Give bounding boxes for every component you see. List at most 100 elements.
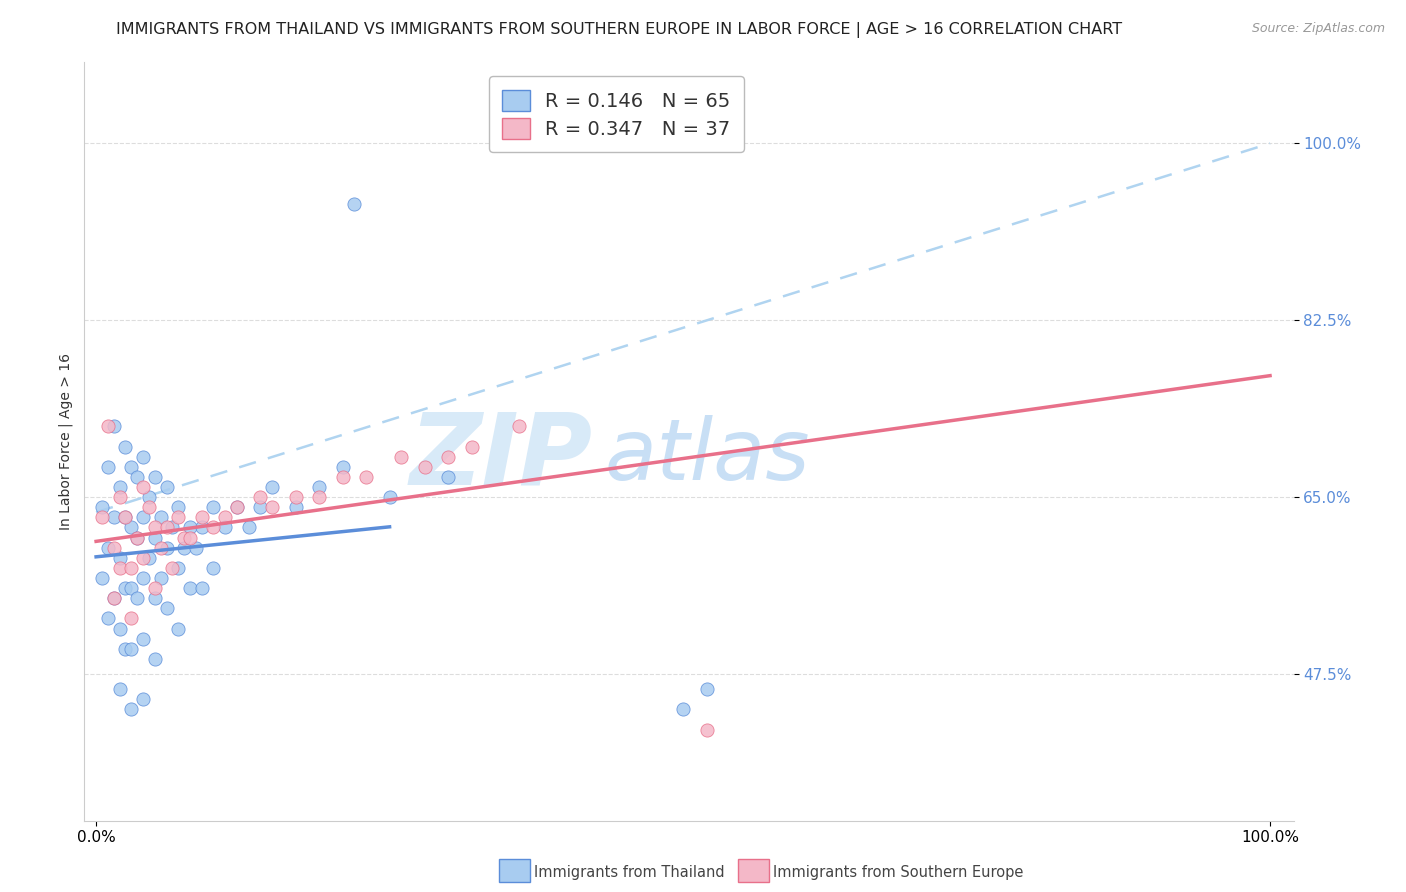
Point [696,682,718,697]
Point [202,500,225,515]
Point [132,632,155,646]
Point [143,531,166,545]
Point [132,480,155,494]
Point [167,561,190,575]
Point [155,541,177,555]
Text: IMMIGRANTS FROM THAILAND VS IMMIGRANTS FROM SOUTHERN EUROPE IN LABOR FORCE | AGE: IMMIGRANTS FROM THAILAND VS IMMIGRANTS F… [115,22,1122,38]
Point [138,500,160,515]
Point [97,459,120,474]
Point [103,510,125,524]
Point [308,490,330,504]
Point [108,622,131,636]
Point [114,510,136,524]
Text: Immigrants from Thailand: Immigrants from Thailand [534,865,725,880]
FancyBboxPatch shape [738,860,769,881]
Text: Immigrants from Southern Europe: Immigrants from Southern Europe [773,865,1024,880]
Point [179,520,201,534]
Point [132,571,155,585]
Point [249,490,271,504]
Point [332,470,354,484]
Point [284,490,307,504]
Point [214,520,236,534]
Point [155,480,177,494]
Point [190,510,212,524]
Point [226,500,249,515]
Y-axis label: In Labor Force | Age > 16: In Labor Force | Age > 16 [59,353,73,530]
Point [308,480,330,494]
Point [120,561,142,575]
Point [91,571,114,585]
Point [162,561,184,575]
Point [226,500,249,515]
Point [179,581,201,595]
Point [108,561,131,575]
Point [120,702,142,716]
Point [103,591,125,606]
Point [91,500,114,515]
Point [202,520,225,534]
Point [114,581,136,595]
Point [696,723,718,737]
Point [143,591,166,606]
Point [508,419,530,434]
Point [103,541,125,555]
Point [97,541,120,555]
Point [114,641,136,656]
Point [332,459,354,474]
Point [413,459,436,474]
Point [672,702,695,716]
FancyBboxPatch shape [499,860,530,881]
Point [108,682,131,697]
Point [97,419,120,434]
Legend: R = 0.146   N = 65, R = 0.347   N = 37: R = 0.146 N = 65, R = 0.347 N = 37 [489,76,744,153]
Point [108,550,131,565]
Point [149,541,172,555]
Point [378,490,401,504]
Point [202,561,225,575]
Point [461,440,484,454]
Point [389,450,412,464]
Text: Source: ZipAtlas.com: Source: ZipAtlas.com [1251,22,1385,36]
Text: ZIP: ZIP [409,409,592,505]
Point [249,500,271,515]
Point [214,510,236,524]
Point [437,450,460,464]
Point [262,480,284,494]
Point [173,531,195,545]
Point [437,470,460,484]
Point [127,591,149,606]
Point [354,470,377,484]
Point [108,490,131,504]
Point [91,510,114,524]
Point [114,510,136,524]
Point [143,520,166,534]
Point [162,520,184,534]
Point [132,692,155,706]
Point [120,641,142,656]
Point [262,500,284,515]
Point [132,450,155,464]
Point [149,571,172,585]
Point [120,581,142,595]
Point [173,541,195,555]
Point [167,500,190,515]
Point [120,520,142,534]
Point [103,591,125,606]
Point [127,531,149,545]
Point [138,550,160,565]
Point [179,531,201,545]
Point [167,510,190,524]
Point [184,541,207,555]
Text: atlas: atlas [605,415,810,499]
Point [284,500,307,515]
Point [143,652,166,666]
Point [138,490,160,504]
Point [132,550,155,565]
Point [114,440,136,454]
Point [120,459,142,474]
Point [97,611,120,625]
Point [155,520,177,534]
Point [127,470,149,484]
Point [120,611,142,625]
Point [343,197,366,211]
